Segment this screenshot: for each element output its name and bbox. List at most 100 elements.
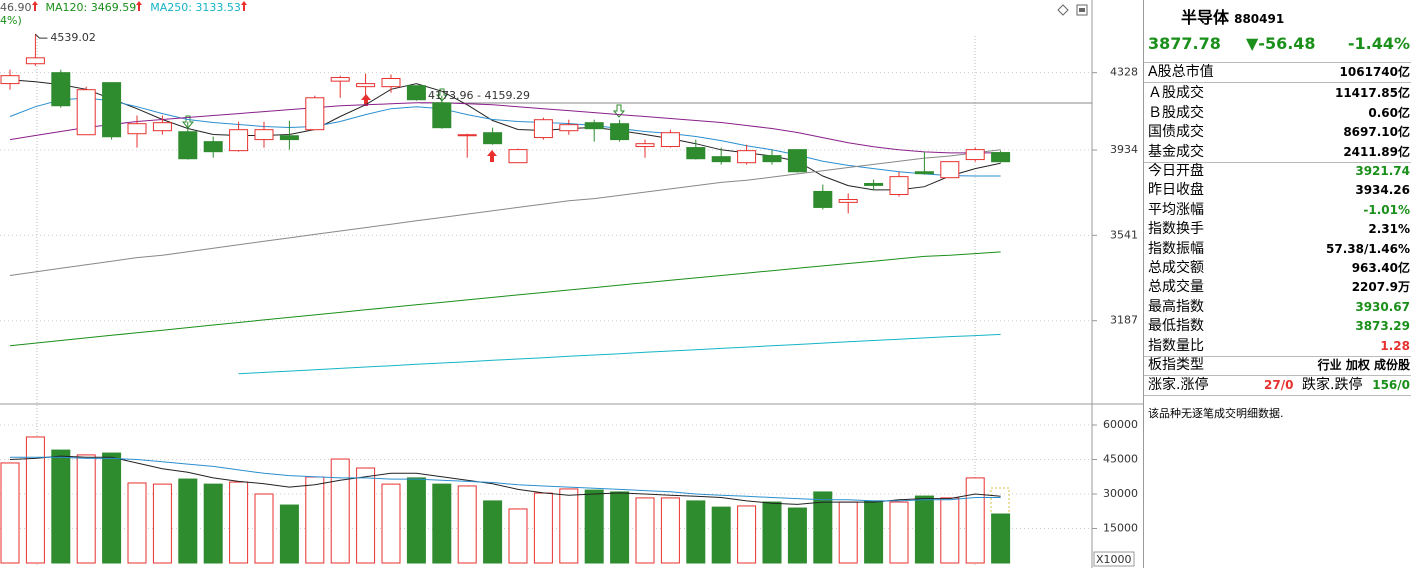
value: 1061740亿 [1339, 65, 1410, 79]
value: 57.38/1.46% [1326, 241, 1410, 256]
label: 指数换手 [1148, 221, 1204, 238]
y-tick-label: 3541 [1110, 228, 1138, 241]
label: 总成交量 [1148, 279, 1204, 296]
candle-body [178, 131, 198, 160]
y-tick-label: 15000 [1103, 522, 1138, 535]
y-tick-label: 60000 [1103, 418, 1138, 431]
title-row: 半导体 880491 [1181, 4, 1284, 28]
volume-bar [76, 454, 96, 564]
candle-body [737, 150, 757, 164]
volume-bar [178, 478, 198, 564]
label: 跌家.跌停 [1302, 377, 1363, 393]
candle-body [838, 199, 858, 203]
candle-body [762, 155, 782, 163]
candle-body [559, 124, 579, 132]
ma-line [9, 455, 1001, 505]
y-tick-label: 45000 [1103, 453, 1138, 466]
volume-bar [508, 508, 528, 564]
candle-body [381, 77, 401, 88]
candle-body [914, 171, 934, 175]
candle-body [610, 123, 630, 141]
y-tick-label: 30000 [1103, 487, 1138, 500]
ma-legend: 46.90 MA120: 3469.59 MA250: 3133.53 4%) [0, 1, 255, 27]
quote-row: 今日开盘 3921.74 [1144, 162, 1411, 181]
candle-body [686, 147, 706, 160]
candle-body [203, 141, 223, 153]
volume-bar [305, 476, 325, 564]
candle-body [483, 132, 503, 145]
candle-body [508, 149, 528, 164]
ma-line [9, 97, 1001, 177]
price-row: 3877.78 ▼-56.48 -1.44% [1144, 32, 1411, 63]
candle-body [76, 89, 96, 136]
sell-signal [612, 104, 626, 118]
legend-text: MA250: 3133.53 [150, 1, 241, 14]
value: 3930.67 [1355, 299, 1410, 314]
volume-bar [686, 500, 706, 564]
label: Ｂ股成交 [1148, 104, 1204, 121]
label: 指数量比 [1148, 337, 1204, 354]
candle-body [584, 122, 604, 130]
unit-box [1093, 551, 1135, 567]
annotation: 4539.02 [50, 31, 96, 44]
quote-row: 指数振幅 57.38/1.46% [1144, 240, 1411, 259]
value: 行业 加权 成份股 [1317, 358, 1410, 372]
legend-text: 46.90 [0, 1, 32, 14]
candle-body [660, 132, 680, 148]
candle-body [305, 97, 325, 131]
volume-bar [457, 485, 477, 564]
y-tick-label: 3934 [1110, 143, 1138, 156]
candle-body [991, 152, 1011, 163]
icon[interactable] [1076, 4, 1088, 16]
value: 2411.89亿 [1343, 144, 1410, 159]
volume-bar [813, 491, 833, 564]
y-tick-label: 4328 [1110, 66, 1138, 79]
icon [1079, 8, 1085, 12]
ma-line [9, 149, 1001, 276]
value: 8697.10亿 [1343, 125, 1410, 140]
value: 3873.29 [1355, 319, 1410, 334]
value: 963.40亿 [1351, 261, 1410, 275]
icon[interactable] [1057, 4, 1069, 16]
legend-fragment: 4%) [0, 14, 22, 27]
volume-bar [660, 497, 680, 564]
candle-body [229, 129, 249, 152]
up-arrow [136, 1, 143, 11]
candle-body [711, 156, 731, 163]
candle-body [635, 143, 655, 148]
label: Ａ股成交 [1148, 85, 1204, 102]
volume-bar [584, 489, 604, 564]
label: 总成交额 [1148, 260, 1204, 276]
chart: 4328 3934 3541 3187 4539.02 4173.96 - 4159.29… [0, 0, 1143, 568]
label: A股总市值 [1148, 64, 1214, 80]
candle-body [940, 161, 960, 179]
label: 指数振幅 [1148, 240, 1204, 257]
value: 27/0 [1264, 378, 1294, 392]
candle-body [965, 149, 985, 161]
volume-bar [406, 477, 426, 564]
volume-bar [559, 488, 579, 564]
value: 3921.74 [1355, 164, 1410, 178]
volume-bar [25, 436, 45, 564]
volume-bar [914, 495, 934, 564]
volume-bar [838, 501, 858, 564]
quote-row: 基金成交 2411.89亿 [1144, 143, 1411, 163]
projected-volume [990, 487, 1010, 515]
top-icons[interactable] [1057, 4, 1088, 16]
y-tick-label: 3187 [1110, 314, 1138, 327]
volume-bar [102, 452, 122, 564]
volume-bar [762, 501, 782, 564]
candle-body [889, 176, 909, 195]
candle-body [406, 85, 426, 101]
quote-row: 平均涨幅 -1.01% [1144, 201, 1411, 220]
index-name: 半导体 [1181, 8, 1230, 27]
candle-body [254, 129, 274, 141]
breadth-row: 涨家.涨停 27/0 跌家.跌停 156/0 [1144, 376, 1411, 396]
ma-line [9, 79, 1001, 191]
quote-panel: 半导体 880491 3877.78 ▼-56.48 -1.44% A股总市值 1… [1143, 0, 1411, 568]
quote-row: 总成交额 963.40亿 [1144, 259, 1411, 278]
unit-label: X1000 [1096, 553, 1132, 566]
volume-bar [737, 505, 757, 564]
sell-signal [435, 88, 449, 102]
